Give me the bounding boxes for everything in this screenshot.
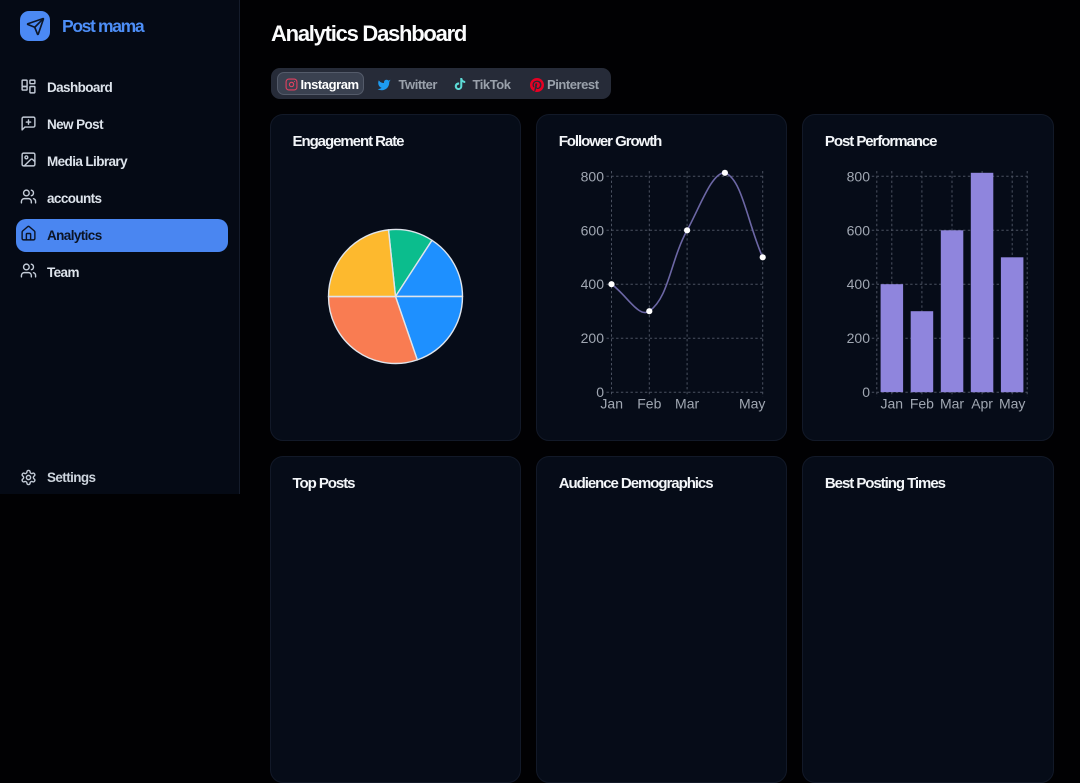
svg-text:Mar: Mar <box>940 395 964 411</box>
svg-text:200: 200 <box>847 330 871 346</box>
svg-text:400: 400 <box>581 276 605 292</box>
svg-text:0: 0 <box>596 384 604 400</box>
svg-text:Mar: Mar <box>675 395 699 411</box>
svg-text:800: 800 <box>847 168 871 184</box>
svg-text:600: 600 <box>847 222 871 238</box>
svg-text:Jan: Jan <box>600 395 623 411</box>
svg-text:May: May <box>999 395 1025 411</box>
svg-text:400: 400 <box>847 276 871 292</box>
svg-text:Apr: Apr <box>971 395 993 411</box>
svg-text:600: 600 <box>581 222 605 238</box>
svg-text:0: 0 <box>862 384 870 400</box>
svg-text:Feb: Feb <box>637 395 661 411</box>
svg-text:May: May <box>739 395 765 411</box>
svg-text:Jan: Jan <box>881 395 904 411</box>
svg-text:800: 800 <box>581 168 605 184</box>
svg-text:200: 200 <box>581 330 605 346</box>
svg-text:Feb: Feb <box>910 395 934 411</box>
